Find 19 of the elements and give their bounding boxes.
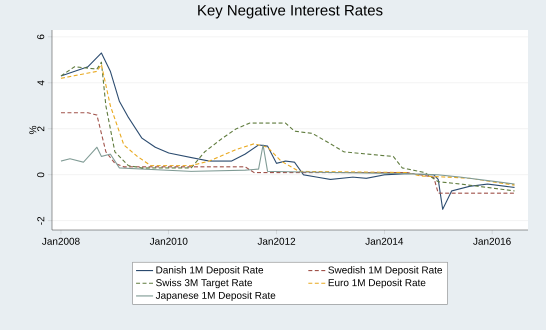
y-tick-label: 6 bbox=[37, 34, 44, 40]
legend-label: Euro 1M Deposit Rate bbox=[328, 278, 426, 288]
legend-label: Swedish 1M Deposit Rate bbox=[328, 266, 442, 276]
legend-label: Danish 1M Deposit Rate bbox=[156, 266, 264, 276]
x-tick-label: Jan2008 bbox=[42, 238, 80, 245]
x-tick-label: Jan2010 bbox=[150, 238, 188, 245]
x-tick-label: Jan2016 bbox=[473, 238, 511, 245]
line-series bbox=[60, 144, 516, 185]
x-tick-label: Jan2012 bbox=[258, 238, 296, 245]
y-tick-label: 2 bbox=[37, 126, 44, 132]
x-tick-label: Jan2014 bbox=[365, 238, 404, 245]
y-tick-label: 4 bbox=[37, 80, 44, 86]
legend-label: Swiss 3M Target Rate bbox=[156, 278, 252, 288]
chart-title: Key Negative Interest Rates bbox=[198, 4, 382, 18]
y-tick-label: 0 bbox=[37, 172, 44, 178]
y-tick-label: -2 bbox=[37, 216, 44, 225]
line-series bbox=[60, 112, 516, 194]
y-axis-title: % bbox=[29, 126, 36, 134]
legend-label: Japanese 1M Deposit Rate bbox=[156, 292, 276, 301]
